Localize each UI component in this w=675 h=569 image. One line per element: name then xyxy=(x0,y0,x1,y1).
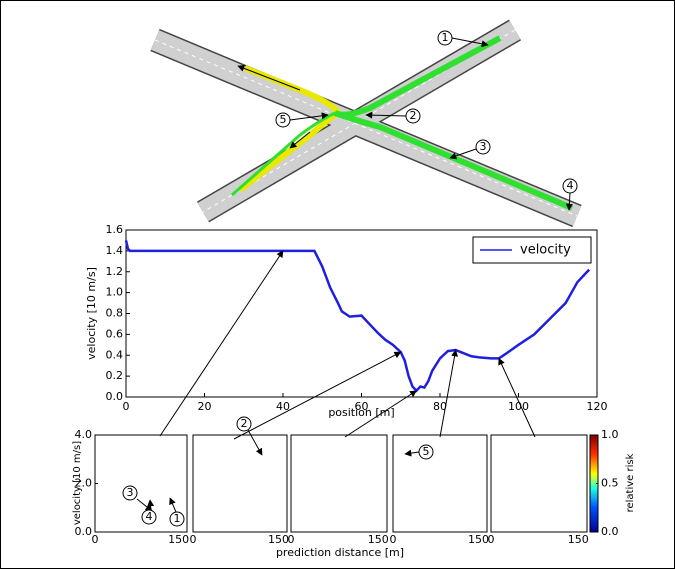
x-tick-label: 150 xyxy=(368,533,389,546)
marker-label: 5 xyxy=(280,113,287,126)
x-tick-label: 150 xyxy=(168,533,189,546)
marker-label: 4 xyxy=(146,510,153,523)
x-tick-label: 120 xyxy=(587,400,608,413)
colorbar-label: relative risk xyxy=(625,453,636,512)
marker-label: 2 xyxy=(241,417,248,430)
x-tick-label: 0 xyxy=(190,533,197,546)
y-axis-label: velocity [10 m/s] xyxy=(85,267,98,360)
x-axis-label: position [m] xyxy=(328,406,394,419)
marker-label: 1 xyxy=(174,512,181,525)
x-tick-label: 20 xyxy=(198,400,212,413)
marker-label: 3 xyxy=(127,486,134,499)
x-tick-label: 0 xyxy=(390,533,397,546)
y-tick-label: 0.2 xyxy=(106,369,124,382)
marker-label: 3 xyxy=(480,140,487,153)
y-tick-label: 0.8 xyxy=(106,307,124,320)
x-axis-label: prediction distance [m] xyxy=(276,546,404,559)
x-tick-label: 150 xyxy=(468,533,489,546)
x-tick-label: 150 xyxy=(568,533,589,546)
marker-label: 2 xyxy=(410,109,417,122)
x-tick-label: 0 xyxy=(488,533,495,546)
marker-label: 4 xyxy=(567,179,574,192)
y-tick-label: 0.0 xyxy=(106,390,124,403)
colorbar-tick-label: 1.0 xyxy=(601,428,619,441)
marker-label: 5 xyxy=(423,445,430,458)
y-tick-label: 1.6 xyxy=(106,223,124,236)
y-tick-label: 0.4 xyxy=(106,348,124,361)
y-tick-label: 1.2 xyxy=(106,265,124,278)
colorbar-tick-label: 0.5 xyxy=(601,477,619,490)
y-tick-label: 0.0 xyxy=(75,525,93,538)
frame xyxy=(1,1,675,569)
y-tick-label: 1.4 xyxy=(106,244,124,257)
figure: 1 2 3 4 5 0.00.20.40.60.81.01.21.41.6020… xyxy=(0,0,675,569)
x-tick-label: 0 xyxy=(288,533,295,546)
x-tick-label: 0 xyxy=(92,533,99,546)
marker-label: 1 xyxy=(442,31,449,44)
colorbar-tick-label: 0.0 xyxy=(601,525,619,538)
y-tick-label: 4.0 xyxy=(75,428,93,441)
x-tick-label: 150 xyxy=(268,533,289,546)
legend-label: velocity xyxy=(520,243,571,258)
x-tick-label: 0 xyxy=(123,400,130,413)
y-tick-label: 1.0 xyxy=(106,286,124,299)
y-axis-label: velocity [10 m/s] xyxy=(72,441,83,525)
y-tick-label: 0.6 xyxy=(106,327,124,340)
